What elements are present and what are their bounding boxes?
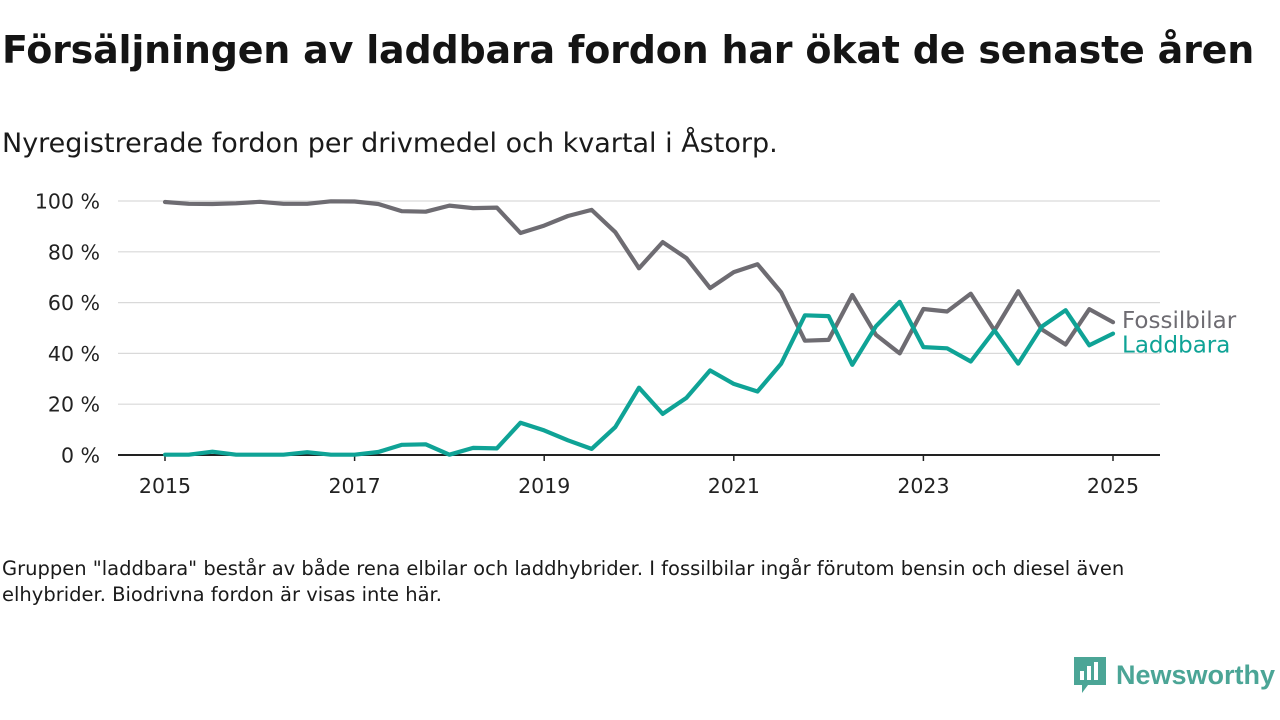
series-label-laddbara: Laddbara [1122, 333, 1230, 359]
series-line-laddbara [162, 299, 1116, 457]
y-tick-label: 0 % [61, 444, 100, 468]
series-label-fossilbilar: Fossilbilar [1122, 308, 1237, 334]
series-line-fossilbilar [162, 199, 1116, 356]
brand-logo: Newsworthy [1072, 654, 1275, 696]
footnote: Gruppen "laddbara" består av både rena e… [2, 557, 1125, 606]
brand-name: Newsworthy [1116, 659, 1276, 690]
x-tick-label: 2015 [139, 474, 191, 498]
gridlines [118, 200, 1160, 405]
x-tick-label: 2017 [329, 474, 381, 498]
x-tick-label: 2019 [518, 474, 570, 498]
newsworthy-logo-icon [1074, 657, 1106, 693]
chart-subtitle: Nyregistrerade fordon per drivmedel och … [2, 128, 778, 159]
y-axis-ticks: 0 % 20 % 40 % 60 % 80 % 100 % [35, 190, 100, 468]
y-tick-label: 100 % [35, 190, 100, 214]
chart-title: Försäljningen av laddbara fordon har öka… [2, 28, 1255, 72]
y-tick-label: 60 % [48, 291, 100, 315]
x-tick-label: 2021 [708, 474, 760, 498]
y-tick-label: 80 % [48, 240, 100, 264]
y-tick-label: 40 % [48, 342, 100, 366]
y-tick-label: 20 % [48, 393, 100, 417]
series-lines [162, 199, 1116, 457]
x-tick-label: 2023 [897, 474, 949, 498]
x-tick-label: 2025 [1087, 474, 1139, 498]
x-axis: 2015 2017 2019 2021 2023 2025 [118, 454, 1160, 498]
line-chart: 0 % 20 % 40 % 60 % 80 % 100 % 2015 2017 2019 202… [35, 190, 1237, 499]
